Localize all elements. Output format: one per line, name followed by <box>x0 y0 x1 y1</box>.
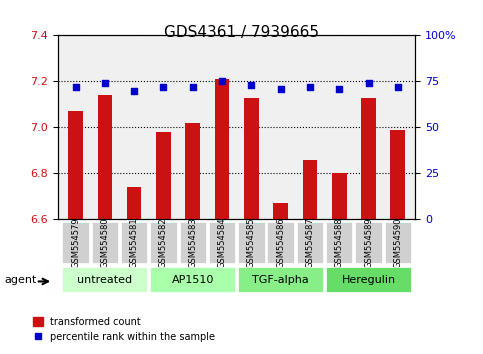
Point <box>365 80 372 86</box>
Point <box>130 88 138 93</box>
FancyBboxPatch shape <box>209 222 235 263</box>
FancyBboxPatch shape <box>268 222 294 263</box>
Bar <box>390 130 405 219</box>
Text: GSM554586: GSM554586 <box>276 217 285 268</box>
Text: GSM554580: GSM554580 <box>100 217 109 268</box>
Bar <box>127 187 142 219</box>
FancyBboxPatch shape <box>238 267 323 292</box>
FancyBboxPatch shape <box>355 222 382 263</box>
FancyBboxPatch shape <box>238 222 265 263</box>
Bar <box>98 95 112 219</box>
FancyBboxPatch shape <box>150 222 177 263</box>
Bar <box>68 111 83 219</box>
Text: GSM554587: GSM554587 <box>305 217 314 268</box>
Point <box>306 84 314 90</box>
Text: Heregulin: Heregulin <box>341 275 396 285</box>
Point <box>335 86 343 92</box>
Bar <box>273 203 288 219</box>
Text: agent: agent <box>5 275 37 285</box>
Point <box>189 84 197 90</box>
Text: AP1510: AP1510 <box>171 275 214 285</box>
Text: untreated: untreated <box>77 275 132 285</box>
FancyBboxPatch shape <box>384 222 411 263</box>
Text: GSM554581: GSM554581 <box>129 217 139 268</box>
FancyBboxPatch shape <box>326 222 353 263</box>
Legend: transformed count, percentile rank within the sample: transformed count, percentile rank withi… <box>29 313 219 346</box>
FancyBboxPatch shape <box>150 267 235 292</box>
Text: GDS4361 / 7939665: GDS4361 / 7939665 <box>164 25 319 40</box>
Text: GSM554590: GSM554590 <box>393 217 402 268</box>
Point <box>159 84 167 90</box>
Point <box>218 79 226 84</box>
Bar <box>302 160 317 219</box>
Point <box>101 80 109 86</box>
Point <box>394 84 402 90</box>
Bar <box>215 79 229 219</box>
Text: GSM554582: GSM554582 <box>159 217 168 268</box>
Text: GSM554583: GSM554583 <box>188 217 197 268</box>
Bar <box>332 173 346 219</box>
FancyBboxPatch shape <box>121 222 147 263</box>
Bar <box>244 98 258 219</box>
Bar <box>156 132 171 219</box>
FancyBboxPatch shape <box>326 267 411 292</box>
Point <box>277 86 284 92</box>
FancyBboxPatch shape <box>297 222 323 263</box>
FancyBboxPatch shape <box>62 222 89 263</box>
Text: GSM554589: GSM554589 <box>364 217 373 268</box>
Text: GSM554579: GSM554579 <box>71 217 80 268</box>
Bar <box>185 123 200 219</box>
FancyBboxPatch shape <box>92 222 118 263</box>
Bar <box>361 98 376 219</box>
Text: GSM554588: GSM554588 <box>335 217 344 268</box>
Text: GSM554585: GSM554585 <box>247 217 256 268</box>
FancyBboxPatch shape <box>62 267 147 292</box>
Text: TGF-alpha: TGF-alpha <box>252 275 309 285</box>
Text: GSM554584: GSM554584 <box>217 217 227 268</box>
FancyBboxPatch shape <box>180 222 206 263</box>
Point <box>247 82 255 88</box>
Point <box>71 84 79 90</box>
